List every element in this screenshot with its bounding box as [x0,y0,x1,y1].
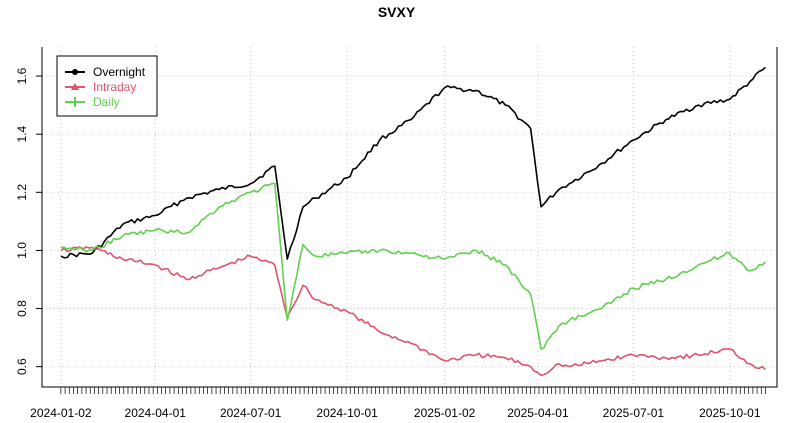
x-tick-label: 2025-04-01 [507,406,569,420]
y-axis: 0.6 0.8 1.0 1.2 1.4 1.6 [15,67,42,375]
legend-label-overnight: Overnight [93,65,146,79]
y-tick-label: 1.6 [15,67,29,84]
series-line-daily [60,182,767,350]
chart-title: SVXY [377,4,416,20]
legend-marker-triangle [71,83,79,90]
x-tick-label: 2024-04-01 [125,406,187,420]
plot-frame [41,47,778,388]
x-tick-label: 2025-07-01 [603,406,665,420]
y-tick-label: 0.6 [15,358,29,375]
legend-marker-circle [72,69,78,75]
y-tick-label: 1.4 [15,126,29,143]
x-tick-label: 2025-01-02 [414,406,476,420]
x-tick-label: 2024-01-02 [30,406,92,420]
x-tick-label: 2025-10-01 [699,406,761,420]
legend-label-intraday: Intraday [93,80,136,94]
series-group [60,66,767,377]
y-tick-label: 1.0 [15,242,29,259]
y-tick-label: 1.2 [15,184,29,201]
x-tick-label: 2024-07-01 [220,406,282,420]
series-line-intraday [60,246,767,377]
x-axis: 2024-01-02 2024-04-01 2024-07-01 2024-10-01… [30,387,766,420]
x-tick-label: 2024-10-01 [316,406,378,420]
series-line-overnight [60,66,767,260]
legend-label-daily: Daily [93,95,120,109]
y-tick-label: 0.8 [15,300,29,317]
